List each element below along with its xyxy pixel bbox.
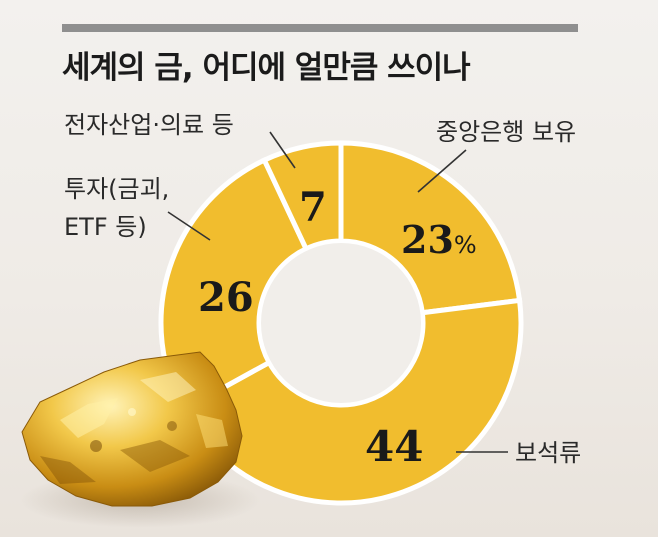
value-investment: 26 (198, 274, 254, 321)
label-central-bank: 중앙은행 보유 (436, 118, 576, 146)
leader-line-central-bank (417, 149, 467, 193)
label-jewelry: 보석류 (515, 439, 581, 467)
chart-title: 세계의 금, 어디에 얼만큼 쓰이나 (62, 50, 471, 86)
gold-nugget-image (20, 351, 260, 528)
slice-central-bank (338, 140, 523, 316)
value-central-bank: 23% (401, 217, 477, 262)
slice-investment (158, 156, 310, 414)
label-investment-line2: ETF 등) (64, 213, 147, 241)
label-investment-line1: 투자(금괴, (64, 175, 169, 203)
value-electronics: 7 (299, 184, 327, 231)
value-jewelry: 44 (365, 422, 423, 471)
donut-hole (261, 243, 421, 403)
leader-lines (167, 131, 508, 453)
leader-line-electronics (269, 131, 296, 169)
leader-line-investment (167, 211, 211, 241)
label-electronics: 전자산업·의료 등 (64, 111, 234, 139)
top-rule (62, 24, 578, 32)
